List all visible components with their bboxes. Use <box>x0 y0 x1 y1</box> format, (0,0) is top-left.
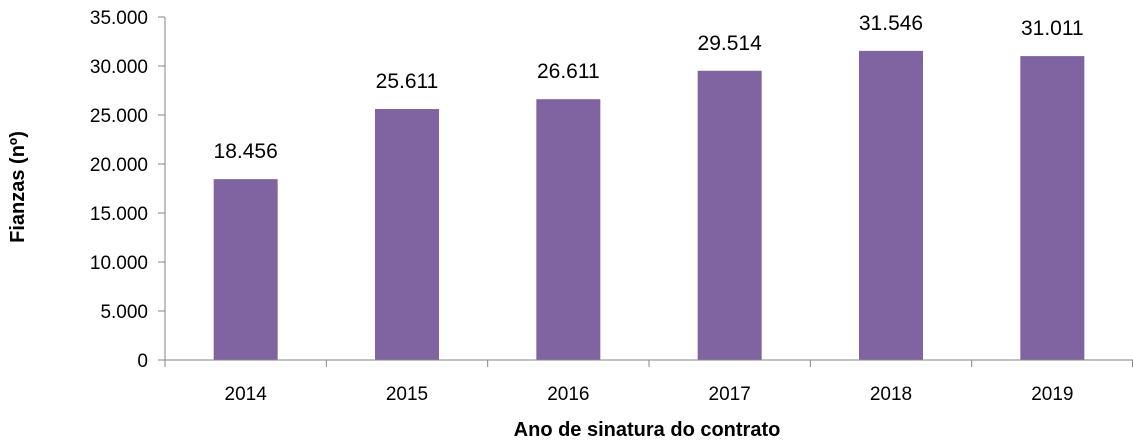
x-tick-label: 2017 <box>709 384 751 405</box>
data-label-2016: 26.611 <box>537 60 600 83</box>
x-tick-label: 2016 <box>547 384 589 405</box>
x-tick-label: 2014 <box>225 384 268 405</box>
data-labels-group: 18.456 25.611 26.611 29.514 31.546 31.011 <box>214 12 1084 163</box>
x-axis-title: Ano de sinatura do contrato <box>514 419 781 441</box>
y-tick-label: 35.000 <box>90 8 148 29</box>
bar-2016 <box>536 99 601 361</box>
x-axis-ticks: 2014 2015 2016 2017 2018 2019 <box>164 360 1133 405</box>
y-axis-ticks: 0 5.000 10.000 15.000 20.000 25.000 30.000 35.0… <box>90 8 165 372</box>
y-axis-title: Fianzas (nº) <box>7 131 29 243</box>
y-tick-label: 5.000 <box>100 302 148 323</box>
y-tick-label: 15.000 <box>90 204 148 225</box>
x-tick-label: 2019 <box>1031 384 1073 405</box>
bar-2014 <box>213 179 278 360</box>
data-label-2018: 31.546 <box>859 12 923 35</box>
x-tick-label: 2015 <box>386 384 428 405</box>
y-tick-label: 30.000 <box>90 57 148 78</box>
y-tick-label: 20.000 <box>90 155 148 176</box>
x-tick-label: 2018 <box>870 384 912 405</box>
axes-group <box>164 17 1133 361</box>
data-label-2019: 31.011 <box>1021 17 1084 40</box>
y-tick-label: 10.000 <box>90 253 148 274</box>
y-tick-label: 25.000 <box>90 106 148 127</box>
bar-2019 <box>1020 56 1085 361</box>
bar-2015 <box>375 109 439 360</box>
data-label-2014: 18.456 <box>214 140 278 163</box>
bar-2018 <box>859 50 923 360</box>
data-label-2015: 25.611 <box>376 70 439 93</box>
bar-2017 <box>697 70 762 360</box>
bars-group <box>213 50 1085 361</box>
y-tick-label: 0 <box>137 351 148 372</box>
data-label-2017: 29.514 <box>698 32 763 55</box>
